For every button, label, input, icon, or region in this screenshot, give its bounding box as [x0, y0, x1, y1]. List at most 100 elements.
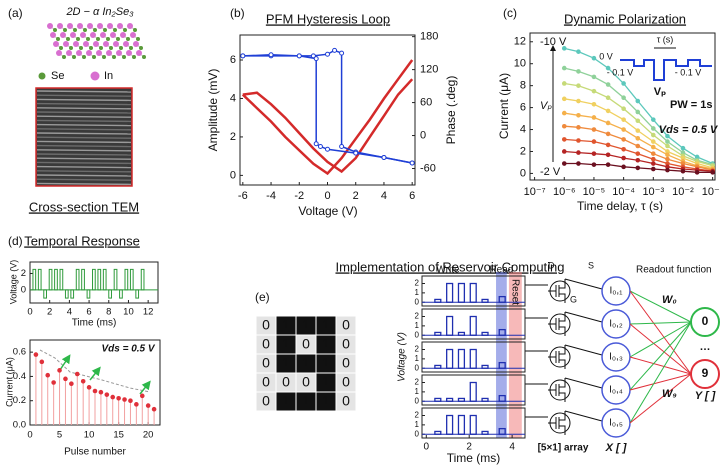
x-tick-label: 10	[123, 307, 134, 318]
data-point	[92, 388, 98, 394]
y-tick-label: 2	[520, 145, 526, 157]
data-point	[635, 118, 641, 124]
tem-stripes	[36, 90, 132, 186]
pulse	[446, 315, 454, 336]
weight-line	[629, 373, 692, 391]
atom	[97, 23, 103, 29]
pulse	[86, 289, 91, 299]
panel-label: (e)	[255, 290, 270, 304]
pulse	[457, 331, 466, 336]
y-tick-label: 1	[415, 288, 420, 297]
neuron-label: I₀,₃	[609, 352, 623, 363]
formula: 2D − α In₂Se₃	[65, 6, 134, 18]
data-point	[39, 359, 45, 365]
data-point	[665, 149, 670, 154]
data-point	[650, 144, 656, 150]
pulse	[457, 282, 466, 303]
data-point	[339, 144, 345, 150]
y-tick-label: 0	[230, 169, 236, 181]
data-point	[561, 65, 567, 71]
stripe	[36, 115, 132, 118]
neuron-label: I₀,₁	[609, 286, 623, 297]
data-point	[151, 406, 157, 412]
y-tick-label: 2	[415, 279, 420, 288]
stripe	[36, 174, 132, 177]
atom	[70, 32, 76, 38]
stripe	[36, 102, 132, 106]
data-point	[650, 151, 656, 156]
grid-digit: 0	[342, 336, 350, 352]
weight-line	[629, 321, 692, 325]
grid-digit: 0	[262, 374, 270, 390]
data-point	[621, 127, 626, 132]
pulse	[481, 298, 489, 303]
data-point	[98, 389, 104, 395]
y-tick-label: 2	[21, 268, 26, 279]
atom	[109, 46, 113, 50]
data-point	[339, 50, 345, 56]
weight-line	[629, 321, 692, 391]
data-point	[134, 402, 139, 407]
atom	[133, 41, 139, 47]
series-line	[241, 59, 414, 176]
data-point	[665, 139, 670, 144]
time-band	[496, 272, 507, 438]
pulse	[498, 427, 506, 435]
data-point	[296, 53, 302, 59]
pulse	[108, 289, 112, 299]
annotation: Vds = 0.5 V	[101, 344, 155, 355]
data-point	[605, 65, 611, 71]
data-point	[576, 125, 581, 130]
wire	[564, 311, 603, 323]
pulse	[48, 268, 53, 291]
data-point	[621, 164, 626, 170]
atom	[82, 55, 86, 59]
y2-tick-label: -60	[420, 162, 436, 174]
data-point	[665, 152, 670, 158]
grid-digit: 1	[302, 355, 310, 371]
pulse	[446, 397, 454, 402]
y-tick-label: 2	[230, 131, 236, 143]
stripe	[36, 111, 132, 114]
output-axis-label: Y [ ]	[695, 390, 716, 402]
atom	[136, 37, 140, 41]
legend-label: Se	[51, 70, 64, 82]
panel-label: (d)	[8, 234, 23, 248]
data-point	[317, 144, 323, 150]
annotation: Vₚ	[654, 86, 667, 98]
annotation: - 0.1 V	[675, 67, 702, 77]
y-tick-label: 0	[21, 284, 26, 295]
stripe	[36, 161, 132, 165]
y-axis-label: Voltage (V)	[397, 332, 408, 382]
atom	[116, 50, 122, 56]
data-point	[561, 96, 567, 102]
grid-digit: 1	[322, 355, 330, 371]
neuron-label: I₀,₂	[609, 319, 623, 330]
stripe	[36, 119, 132, 123]
data-point	[591, 102, 597, 107]
atom	[66, 50, 72, 56]
data-point	[665, 161, 670, 166]
y-tick-label: 2	[415, 312, 420, 321]
data-point	[665, 164, 670, 170]
atom	[60, 32, 66, 38]
data-point	[635, 109, 641, 115]
stripe	[36, 128, 132, 131]
chart-title: Dynamic Polarization	[564, 11, 686, 26]
atom	[130, 32, 136, 38]
atom	[62, 55, 66, 59]
data-point	[576, 69, 581, 74]
data-point	[591, 139, 597, 144]
atom	[56, 50, 62, 56]
y2-tick-label: 60	[420, 96, 432, 108]
output-node	[690, 307, 720, 337]
data-point	[621, 117, 626, 122]
transistor-label: D	[548, 260, 555, 270]
atom	[80, 32, 86, 38]
data-point	[45, 372, 51, 378]
plot-frame	[421, 275, 526, 307]
grid-digit: 0	[342, 355, 350, 371]
atom	[57, 23, 63, 29]
annotation: Vds = 0.5 V	[659, 124, 719, 136]
stripe	[36, 136, 132, 139]
